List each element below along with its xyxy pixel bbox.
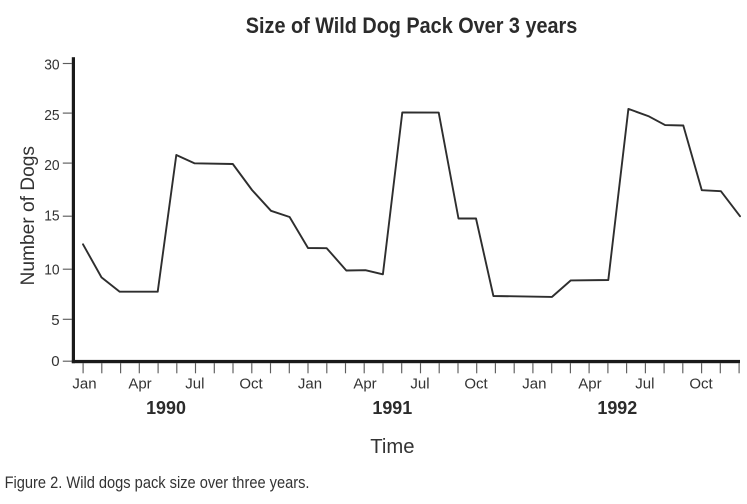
svg-text:Jan: Jan bbox=[298, 376, 322, 393]
svg-text:0: 0 bbox=[51, 353, 59, 370]
svg-text:Oct: Oct bbox=[689, 376, 713, 393]
svg-text:Figure 2. Wild dogs pack size: Figure 2. Wild dogs pack size over three… bbox=[5, 474, 310, 492]
svg-text:Time: Time bbox=[370, 435, 414, 458]
svg-text:10: 10 bbox=[44, 261, 59, 278]
svg-text:1990: 1990 bbox=[146, 397, 186, 418]
svg-text:20: 20 bbox=[44, 157, 59, 174]
svg-text:5: 5 bbox=[51, 312, 59, 329]
svg-text:Jul: Jul bbox=[635, 376, 654, 393]
svg-text:Jan: Jan bbox=[72, 376, 96, 393]
svg-text:30: 30 bbox=[44, 57, 59, 74]
svg-text:1991: 1991 bbox=[372, 397, 412, 418]
svg-text:Number of Dogs: Number of Dogs bbox=[17, 146, 39, 286]
svg-text:25: 25 bbox=[44, 107, 59, 124]
svg-text:Oct: Oct bbox=[464, 376, 488, 393]
svg-text:Size of Wild Dog Pack Over 3 y: Size of Wild Dog Pack Over 3 years bbox=[246, 13, 578, 38]
svg-text:Oct: Oct bbox=[239, 376, 263, 393]
svg-text:Apr: Apr bbox=[578, 376, 601, 393]
svg-text:1992: 1992 bbox=[597, 397, 637, 418]
svg-text:Jul: Jul bbox=[185, 376, 204, 393]
svg-text:Jan: Jan bbox=[522, 376, 546, 393]
svg-text:Jul: Jul bbox=[410, 376, 429, 393]
svg-text:15: 15 bbox=[44, 208, 59, 225]
svg-text:Apr: Apr bbox=[353, 376, 376, 393]
svg-text:Apr: Apr bbox=[128, 376, 151, 393]
